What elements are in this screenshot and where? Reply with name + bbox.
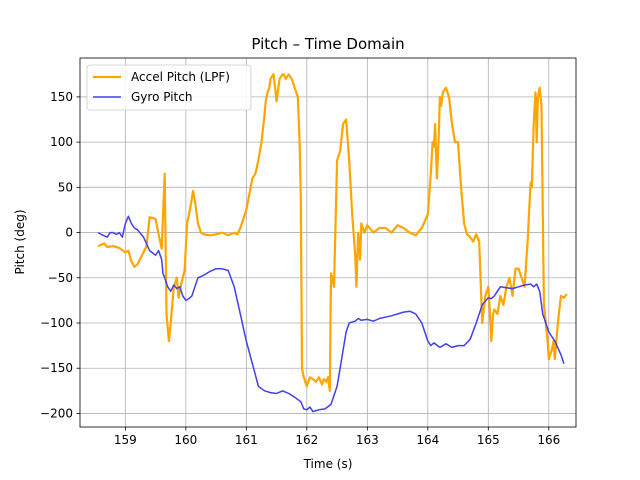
x-tick-label: 165 [477, 433, 500, 447]
x-tick-label: 164 [416, 433, 439, 447]
x-tick-label: 166 [537, 433, 560, 447]
x-ticks: 159 160 161 162 163 164 165 166 [114, 427, 560, 447]
legend-label-1: Accel Pitch (LPF) [131, 70, 230, 84]
chart-title: Pitch – Time Domain [251, 35, 404, 53]
x-tick-label: 162 [295, 433, 318, 447]
y-tick-label: −150 [40, 361, 73, 375]
y-tick-label: −100 [40, 316, 73, 330]
y-axis-label: Pitch (deg) [13, 209, 27, 274]
x-tick-label: 161 [235, 433, 258, 447]
x-axis-label: Time (s) [303, 457, 353, 471]
y-tick-label: −200 [40, 406, 73, 420]
y-tick-label: 100 [50, 135, 73, 149]
plot-frame [79, 57, 577, 428]
x-tick-label: 160 [174, 433, 197, 447]
legend-box [86, 64, 252, 111]
y-tick-label: 50 [58, 180, 73, 194]
x-tick-label: 159 [114, 433, 137, 447]
legend-label-2: Gyro Pitch [131, 90, 192, 104]
y-tick-label: 0 [65, 226, 73, 240]
series-line-2 [97, 215, 565, 413]
y-tick-label: −50 [48, 271, 73, 285]
legend: Accel Pitch (LPF) Gyro Pitch [86, 64, 252, 111]
series-group [97, 73, 568, 413]
series-line-1 [97, 73, 568, 392]
y-ticks: −200 −150 −100 −50 0 50 100 150 [40, 90, 80, 420]
y-tick-label: 150 [50, 90, 73, 104]
x-tick-label: 163 [356, 433, 379, 447]
